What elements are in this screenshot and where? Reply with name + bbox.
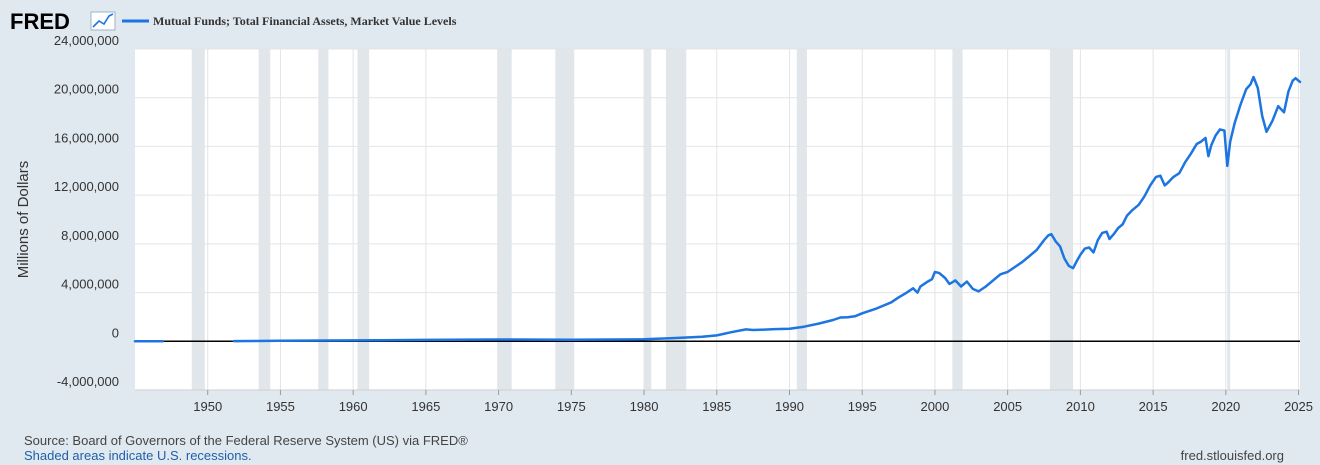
recession-band <box>952 49 963 390</box>
recession-band <box>796 49 807 390</box>
x-tick-label: 1990 <box>775 399 804 414</box>
recession-band <box>357 49 370 390</box>
x-tick-label: 1960 <box>339 399 368 414</box>
x-tick-label: 2010 <box>1066 399 1095 414</box>
recession-band <box>258 49 271 390</box>
recession-band <box>191 49 205 390</box>
plot-area <box>135 49 1300 390</box>
recession-band <box>318 49 329 390</box>
x-tick-label: 1995 <box>848 399 877 414</box>
recession-bands <box>191 49 1231 390</box>
y-tick-label: -4,000,000 <box>57 374 119 389</box>
series-lines <box>133 75 1302 343</box>
x-tick-label: 1975 <box>557 399 586 414</box>
y-axis: -4,000,000 0 4,000,000 8,000,000 12,000,000 1… <box>54 33 119 389</box>
recession-band <box>644 49 652 390</box>
x-tick-label: 2000 <box>920 399 949 414</box>
x-tick-label: 1950 <box>193 399 222 414</box>
y-tick-label: 12,000,000 <box>54 179 119 194</box>
x-tick-label: 2020 <box>1211 399 1240 414</box>
x-tick-label: 1965 <box>411 399 440 414</box>
recession-band <box>497 49 512 390</box>
y-axis-label: Millions of Dollars <box>15 161 32 279</box>
series-line <box>232 75 1302 343</box>
line-chart-icon <box>90 11 116 31</box>
legend-label: Mutual Funds; Total Financial Assets, Ma… <box>153 14 457 28</box>
x-tick-label: 1970 <box>484 399 513 414</box>
x-tick-label: 1985 <box>702 399 731 414</box>
fred-url-link[interactable]: fred.stlouisfed.org <box>1180 448 1284 463</box>
fred-logo-text: FRED <box>10 9 70 34</box>
x-tick-label: 2025 <box>1284 399 1313 414</box>
recession-band <box>1227 49 1231 390</box>
fred-chart: FRED Mutual Funds; Total Financial Asset… <box>10 9 1313 414</box>
y-tick-label: 4,000,000 <box>61 277 119 292</box>
fred-logo[interactable]: FRED <box>10 9 116 34</box>
y-tick-label: 20,000,000 <box>54 82 119 97</box>
source-note: Source: Board of Governors of the Federa… <box>24 433 468 448</box>
y-tick-label: 24,000,000 <box>54 33 119 48</box>
x-tick-label: 2005 <box>993 399 1022 414</box>
x-tick-label: 1980 <box>630 399 659 414</box>
recession-note-link[interactable]: Shaded areas indicate U.S. recessions. <box>24 448 252 463</box>
x-tick-label: 2015 <box>1139 399 1168 414</box>
y-tick-label: 16,000,000 <box>54 130 119 145</box>
y-tick-label: 0 <box>112 325 119 340</box>
recession-band <box>555 49 575 390</box>
recession-band <box>665 49 687 390</box>
legend: Mutual Funds; Total Financial Assets, Ma… <box>122 14 457 28</box>
x-tick-label: 1955 <box>266 399 295 414</box>
y-tick-label: 8,000,000 <box>61 228 119 243</box>
x-axis: 1950 1955 1960 1965 1970 1975 1980 1985 1990 1995… <box>135 389 1313 414</box>
recession-band <box>1049 49 1074 390</box>
